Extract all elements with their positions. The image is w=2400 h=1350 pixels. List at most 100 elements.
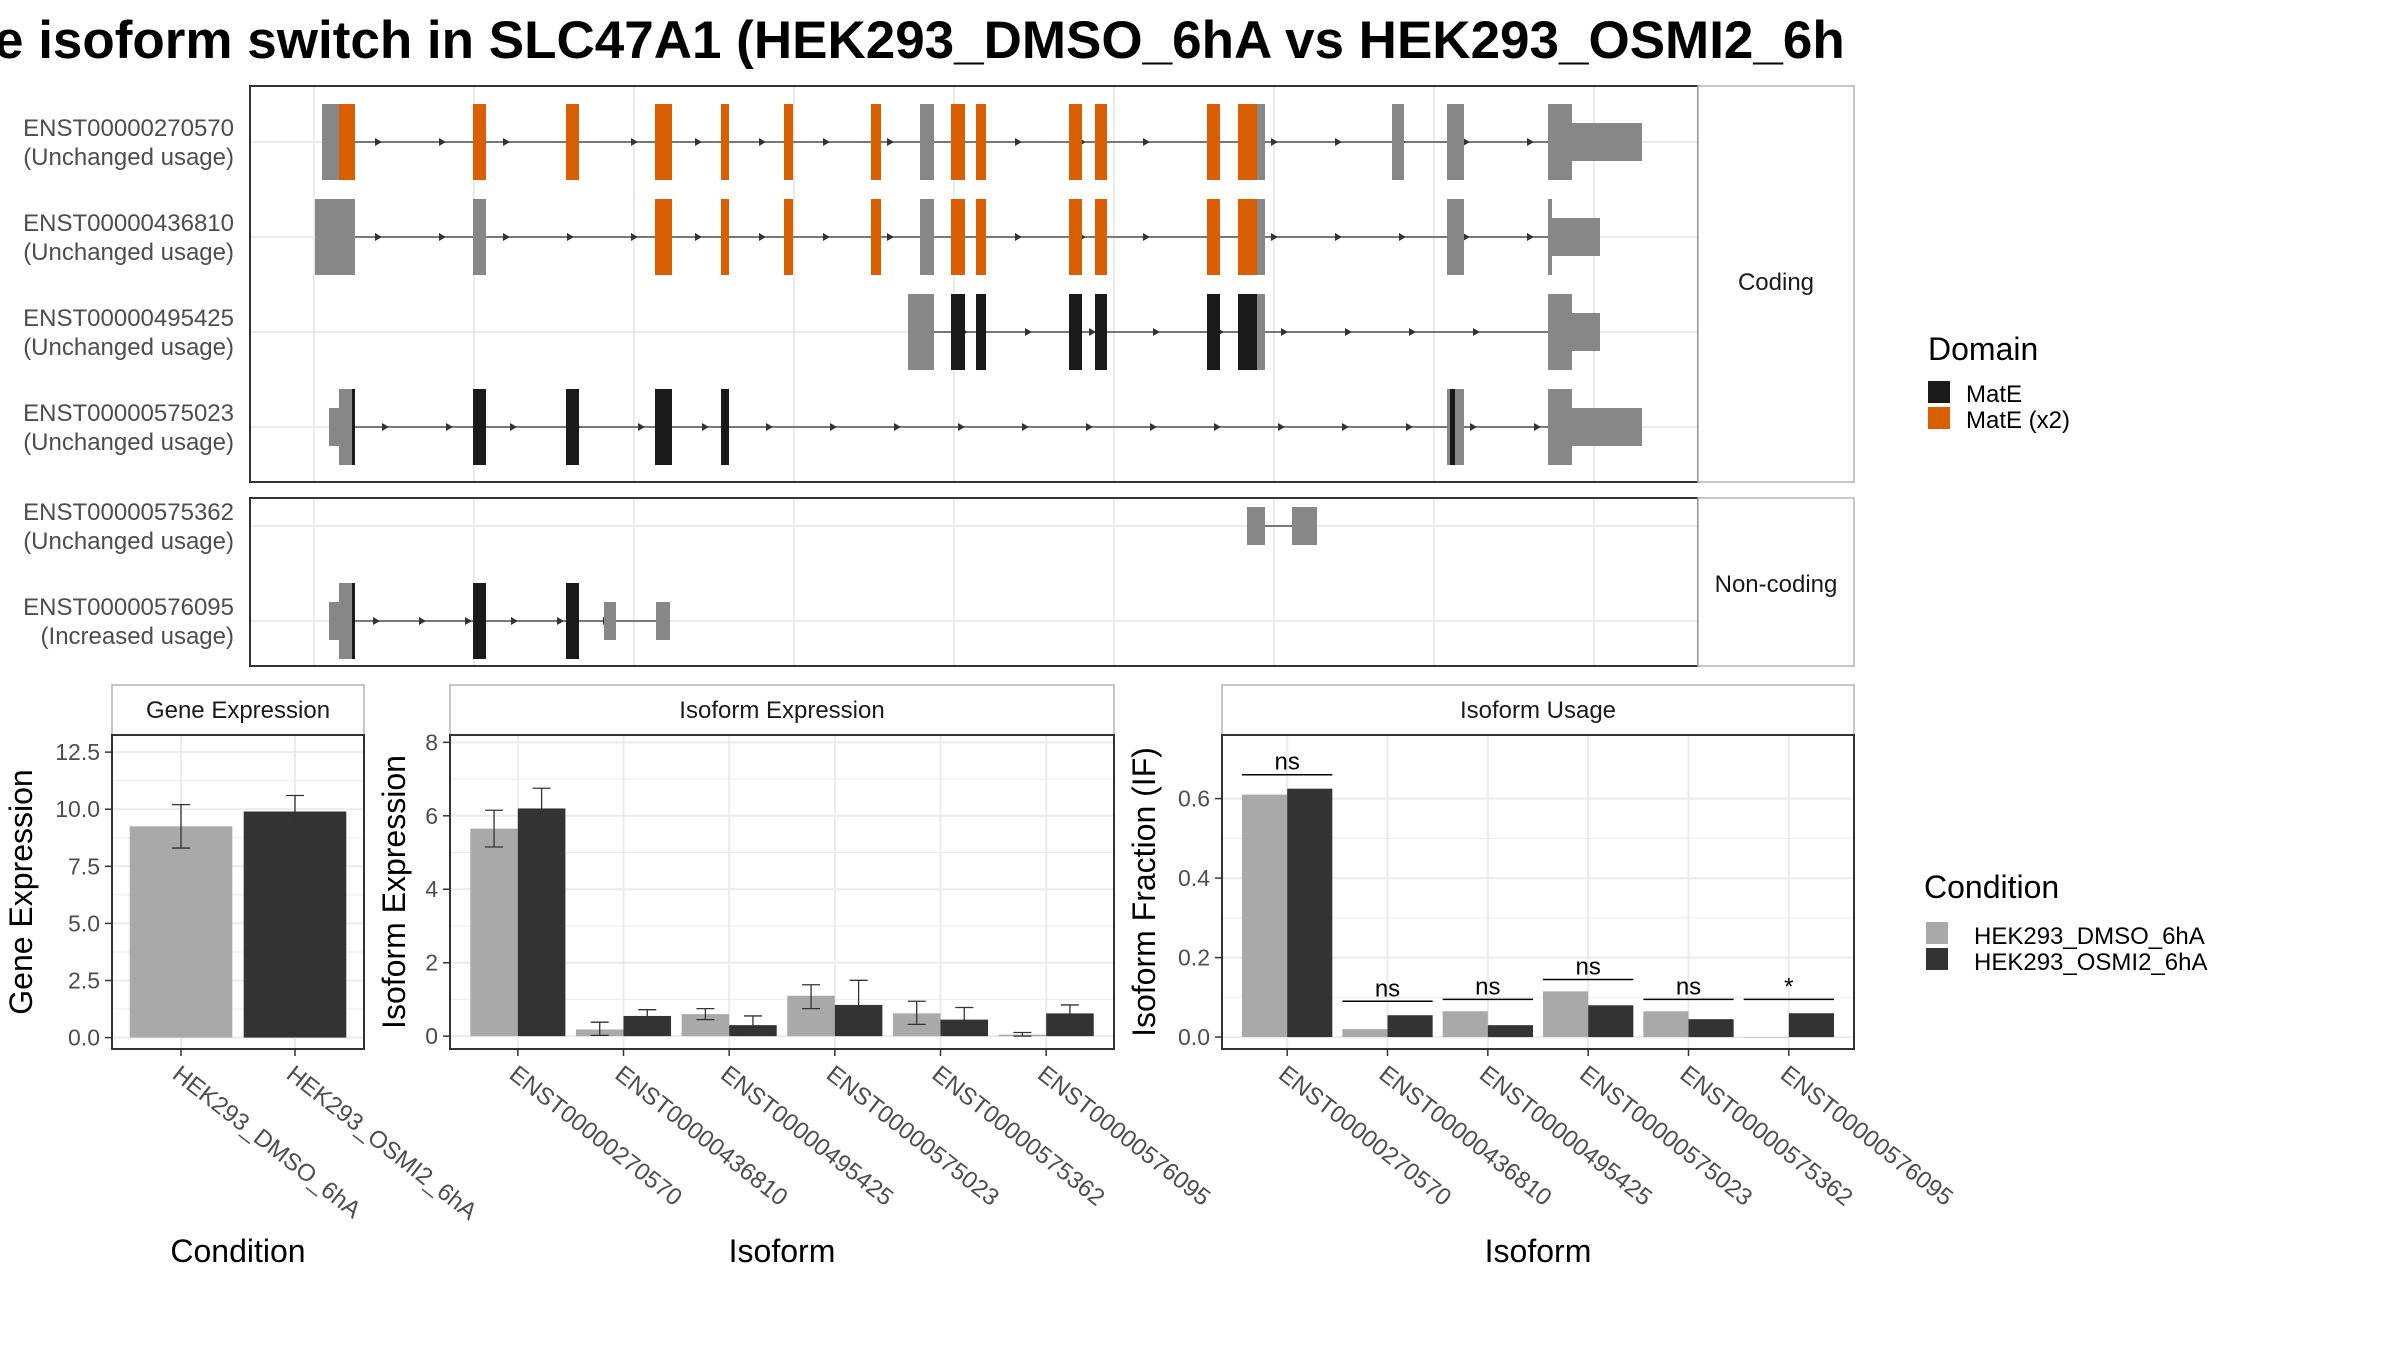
mate-x2-domain-exon: [871, 104, 881, 180]
significance-label: ns: [1475, 973, 1500, 1000]
y-axis-title: Isoform Expression: [376, 755, 412, 1029]
transcript-usage-label: (Unchanged usage): [23, 334, 234, 361]
significance-label: ns: [1375, 975, 1400, 1002]
strand-arrow-icon: [1271, 233, 1278, 241]
strand-arrow-icon: [373, 617, 380, 625]
x-tick-label: ENST00000576095: [1032, 1060, 1215, 1211]
utr-exon: [1572, 408, 1642, 446]
strand-arrow-icon: [1271, 138, 1278, 146]
transcript-usage-label: (Unchanged usage): [23, 144, 234, 171]
strand-arrow-icon: [511, 617, 518, 625]
facet-strip: [111, 684, 365, 736]
transcript-id-label: ENST00000575362: [23, 499, 234, 526]
condition-legend: Condition HEK293_DMSO_6hA HEK293_OSMI2_6…: [1924, 869, 2207, 976]
noncoding-transcripts-panel: ENST00000575362(Unchanged usage) ENST0000…: [23, 497, 1699, 667]
strand-arrow-icon: [1527, 233, 1534, 241]
y-tick-label: 0.6: [1178, 786, 1210, 812]
utr-exon: [339, 389, 355, 465]
strand-arrow-icon: [1281, 328, 1288, 336]
coding-transcripts-panel: ENST00000270570(Unchanged usage)ENST0000…: [23, 85, 1699, 483]
strand-arrow-icon: [1399, 233, 1406, 241]
noncoding-exon: [1292, 507, 1317, 545]
panel-background: [250, 86, 1698, 482]
utr-exon: [1257, 104, 1265, 180]
bar: [517, 808, 566, 1037]
strand-arrow-icon: [503, 138, 510, 146]
coding-strip-label: Coding: [1738, 269, 1814, 296]
mate-x2-domain-exon: [1207, 104, 1220, 180]
strand-arrow-icon: [1409, 328, 1416, 336]
y-tick-label: 2.5: [68, 967, 100, 993]
transcript-usage-label: (Unchanged usage): [23, 429, 234, 456]
plot-border: [111, 734, 365, 1050]
mate-x2-domain-exon: [951, 199, 965, 275]
noncoding-strip-label: Non-coding: [1715, 571, 1838, 598]
x-tick-label: ENST00000436810: [610, 1060, 793, 1211]
x-tick-label: ENST00000495425: [1474, 1060, 1657, 1211]
mate-domain-exon: [473, 389, 486, 465]
noncoding-exon: [604, 602, 616, 640]
transcript-id-label: ENST00000270570: [23, 115, 234, 142]
transcript-usage-label: (Increased usage): [41, 623, 234, 650]
mate-domain-exon: [1450, 389, 1455, 465]
mate-x2-domain-exon: [721, 199, 729, 275]
mate-x2-legend-label: MatE (x2): [1966, 407, 2070, 434]
condition-legend-title: Condition: [1924, 869, 2059, 905]
strand-arrow-icon: [1214, 423, 1221, 431]
noncoding-exon: [656, 602, 670, 640]
bar: [1743, 1037, 1789, 1038]
osmi2-legend-label: HEK293_OSMI2_6hA: [1974, 949, 2207, 976]
bar: [681, 1014, 730, 1037]
strand-arrow-icon: [1345, 328, 1352, 336]
bar: [623, 1015, 672, 1037]
x-axis-title: Isoform: [1485, 1233, 1592, 1269]
strand-arrow-icon: [375, 138, 382, 146]
mate-domain-exon: [352, 389, 355, 465]
strand-arrow-icon: [503, 233, 510, 241]
strand-arrow-icon: [695, 233, 702, 241]
utr-exon: [339, 199, 355, 275]
dmso-legend-label: HEK293_DMSO_6hA: [1974, 923, 2205, 950]
strand-arrow-icon: [1463, 233, 1470, 241]
strand-arrow-icon: [1278, 423, 1285, 431]
x-tick-label: ENST00000576095: [1775, 1060, 1958, 1211]
strand-arrow-icon: [557, 617, 564, 625]
strand-arrow-icon: [1150, 423, 1157, 431]
utr-exon: [1257, 294, 1265, 370]
transcript-usage-label: (Unchanged usage): [23, 528, 234, 555]
utr-exon: [1552, 218, 1600, 256]
strand-arrow-icon: [887, 233, 894, 241]
mate-x2-domain-exon: [655, 104, 672, 180]
x-tick-label: ENST00000575362: [1675, 1060, 1858, 1211]
mate-x2-domain-exon: [871, 199, 881, 275]
x-tick-label: HEK293_OSMI2_6hA: [281, 1060, 482, 1225]
bar: [1387, 1015, 1433, 1038]
y-tick-label: 0: [425, 1023, 438, 1049]
mate-x2-domain-exon: [1069, 199, 1082, 275]
panel-background: [250, 498, 1698, 666]
bar: [1487, 1025, 1533, 1038]
y-tick-label: 2: [425, 950, 438, 976]
transcript-id-label: ENST00000575023: [23, 400, 234, 427]
osmi2-legend-key: [1926, 948, 1948, 970]
utr-exon: [1572, 313, 1600, 351]
mate-domain-exon: [1069, 294, 1082, 370]
chart-title: Isoform Expression: [679, 697, 884, 724]
strand-arrow-icon: [1089, 328, 1096, 336]
bar: [470, 828, 518, 1037]
y-tick-label: 0.0: [1178, 1024, 1210, 1050]
strand-arrow-icon: [638, 423, 645, 431]
utr-exon: [920, 104, 934, 180]
plot-border: [1221, 734, 1855, 1050]
utr-exon: [1548, 199, 1552, 275]
mate-domain-exon: [951, 294, 965, 370]
x-axis-title: Isoform: [729, 1233, 836, 1269]
x-tick-label: ENST00000436810: [1374, 1060, 1557, 1211]
y-tick-label: 7.5: [68, 853, 100, 879]
bar: [243, 811, 347, 1038]
utr-exon: [1447, 199, 1464, 275]
utr-exon: [1447, 104, 1464, 180]
bar: [1788, 1013, 1834, 1038]
domain-legend: Domain MatE MatE (x2): [1928, 331, 2070, 434]
strand-arrow-icon: [759, 138, 766, 146]
